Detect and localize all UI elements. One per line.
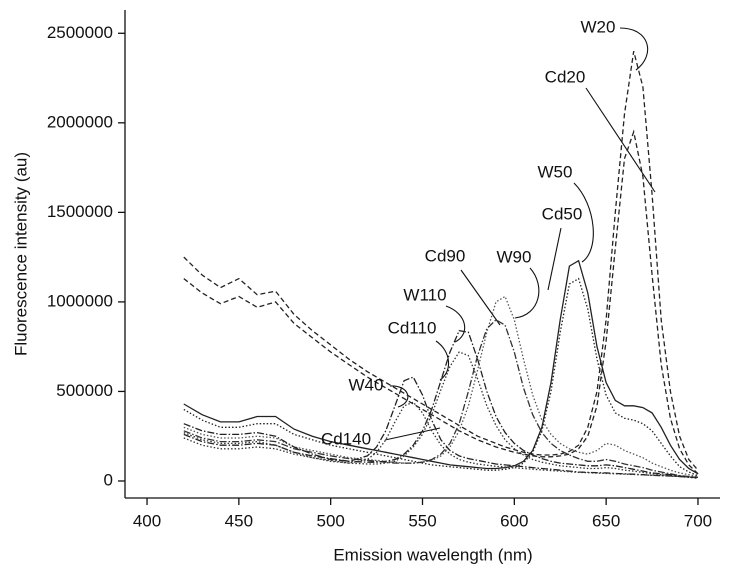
arrow: [514, 267, 540, 319]
series-label: W20: [581, 17, 616, 36]
x-tick-label: 600: [500, 511, 528, 530]
x-tick-label: 500: [316, 511, 344, 530]
series-label: Cd140: [321, 429, 371, 448]
series-line: [183, 351, 699, 479]
series-label: Cd90: [425, 246, 466, 265]
x-tick-label: 450: [225, 511, 253, 530]
x-tick-label: 650: [592, 511, 620, 530]
series-line: [183, 259, 699, 475]
series-label: W40: [349, 375, 384, 394]
arrow: [445, 305, 466, 343]
y-tick-label: 0: [104, 470, 113, 489]
series-line: [183, 318, 699, 479]
y-tick-label: 1500000: [47, 202, 113, 221]
arrow: [435, 340, 450, 381]
x-axis-title: Emission wavelength (nm): [333, 545, 532, 564]
arrow: [573, 182, 594, 263]
y-axis-title: Fluorescence intensity (au): [11, 152, 30, 356]
y-tick-label: 2000000: [47, 112, 113, 131]
y-tick-label: 500000: [56, 381, 113, 400]
series-line: [183, 401, 699, 479]
x-tick-label: 400: [133, 511, 161, 530]
arrow: [389, 385, 409, 408]
series-line: [183, 376, 699, 479]
arrow: [585, 87, 656, 193]
series-line: [183, 129, 699, 475]
x-tick-label: 550: [408, 511, 436, 530]
annotation-arrows: [384, 27, 656, 441]
series-label: W50: [538, 162, 573, 181]
series-label: Cd110: [388, 318, 437, 337]
arrow: [460, 269, 501, 326]
arrow: [619, 27, 649, 71]
x-tick-label: 700: [684, 511, 712, 530]
y-tick-label: 2500000: [47, 23, 113, 42]
y-tick-label: 1000000: [47, 291, 113, 310]
series-line: [183, 295, 699, 478]
series-label: Cd20: [545, 67, 586, 86]
arrow: [547, 227, 562, 291]
series-label: Cd50: [542, 204, 583, 223]
series-label: W90: [497, 247, 532, 266]
series-label: W110: [403, 285, 446, 304]
series-line: [183, 51, 699, 471]
arrow: [384, 427, 441, 441]
